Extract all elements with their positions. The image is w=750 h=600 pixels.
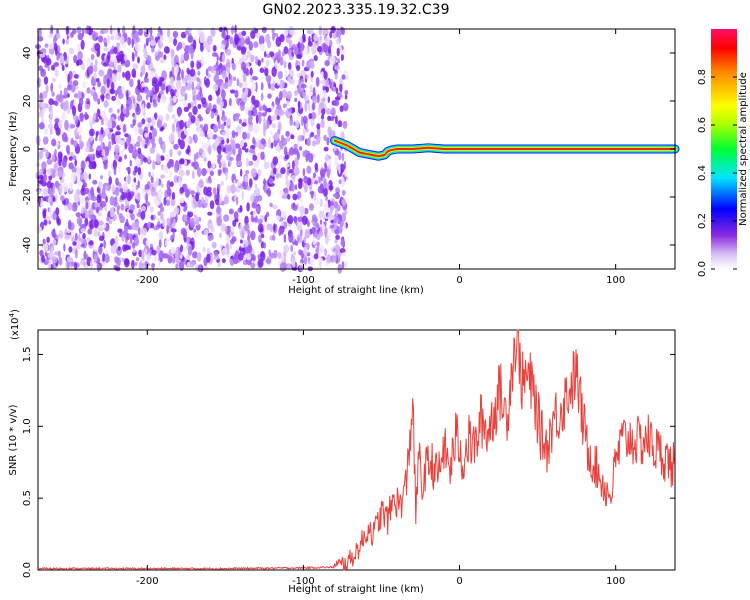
spectrogram-y-ticks: -40 -20 0 20 40 xyxy=(22,47,675,253)
y-tick-label: 0.0 xyxy=(22,562,33,578)
snr-x-label: Height of straight line (km) xyxy=(288,584,424,595)
spectrogram-y-label: Frequency (Hz) xyxy=(8,111,19,187)
snr-scale-label: (x104) xyxy=(8,309,21,340)
noise-texture xyxy=(35,24,349,274)
colorbar-tick-label: 0.8 xyxy=(697,69,708,85)
colorbar-tick-label: 0.4 xyxy=(697,165,708,181)
colorbar-tick-label: 0.2 xyxy=(697,213,708,229)
x-tick-label: 0 xyxy=(456,275,462,286)
y-tick-label: 0 xyxy=(22,146,33,152)
signal-track xyxy=(330,136,680,161)
y-tick-label: -40 xyxy=(22,237,33,253)
y-tick-label: 1.0 xyxy=(22,418,33,434)
colorbar-label: Normalized spectral amplitude xyxy=(738,72,749,226)
spectrogram-x-label: Height of straight line (km) xyxy=(288,285,424,296)
colorbar-gradient xyxy=(711,29,737,269)
snr-line xyxy=(37,329,676,571)
spectrogram-heatmap xyxy=(35,24,349,274)
spectrogram-x-ticks: -200 -100 0 100 xyxy=(136,29,625,286)
snr-x-ticks: -200 -100 0 100 xyxy=(136,330,625,587)
snr-panel: -200 -100 0 100 0.0 0.5 1.0 1.5 Height of stra… xyxy=(8,309,676,595)
snr-y-label: SNR (10 * v/v) xyxy=(8,404,19,475)
figure-title: GN02.2023.335.19.32.C39 xyxy=(263,2,450,18)
snr-y-ticks: 0.0 0.5 1.0 1.5 xyxy=(22,346,675,578)
y-tick-label: 20 xyxy=(22,95,33,108)
colorbar: 0.0 0.2 0.4 0.6 0.8 Normalized spectral ampl… xyxy=(697,29,749,277)
x-tick-label: -200 xyxy=(136,576,159,587)
colorbar-tick-label: 0.0 xyxy=(697,261,708,277)
colorbar-tick-label: 0.6 xyxy=(697,117,708,133)
y-tick-label: 40 xyxy=(22,47,33,60)
snr-frame xyxy=(37,329,676,571)
colorbar-ticks: 0.0 0.2 0.4 0.6 0.8 xyxy=(697,69,737,277)
x-tick-label: 100 xyxy=(606,576,625,587)
signal-track-band xyxy=(333,139,676,158)
x-tick-label: -100 xyxy=(292,275,315,286)
y-tick-label: -20 xyxy=(22,189,33,205)
x-tick-label: -100 xyxy=(292,576,315,587)
x-tick-label: 100 xyxy=(606,275,625,286)
x-tick-label: -200 xyxy=(136,275,159,286)
y-tick-label: 0.5 xyxy=(22,490,33,506)
x-tick-label: 0 xyxy=(456,576,462,587)
y-tick-label: 1.5 xyxy=(22,346,33,362)
